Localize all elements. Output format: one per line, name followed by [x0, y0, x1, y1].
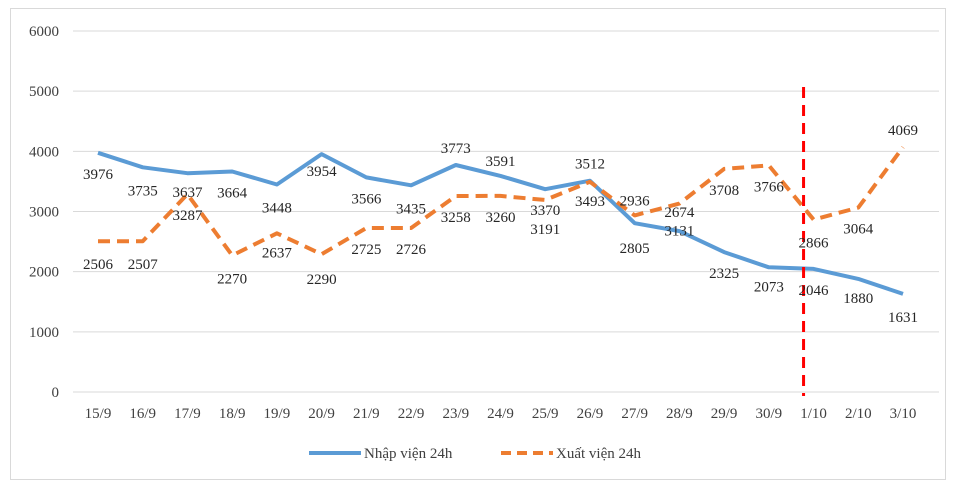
legend-label-xuat-vien: Xuất viện 24h: [556, 446, 641, 462]
data-label-nhap-vien: 3512: [575, 157, 605, 173]
chart-frame: 0 1000 2000 3000 4000 5000 6000 15/9 16/9 17/9 18…: [10, 8, 946, 480]
y-tick-label: 6000: [29, 24, 59, 40]
series-line-nhap-vien: [97, 150, 904, 296]
series-line-xuat-vien: [98, 146, 905, 258]
data-label-xuat-vien: 2506: [83, 257, 114, 273]
data-label-nhap-vien: 1880: [843, 291, 873, 307]
data-label-xuat-vien: 2726: [396, 242, 427, 258]
data-label-nhap-vien: 3735: [128, 183, 158, 199]
data-label-xuat-vien: 3131: [664, 224, 694, 240]
data-label-xuat-vien: 2936: [620, 193, 651, 209]
data-label-nhap-vien: 3448: [262, 201, 292, 217]
x-tick-label: 25/9: [532, 406, 559, 422]
y-tick-label: 5000: [29, 84, 59, 100]
data-label-nhap-vien: 3664: [217, 186, 248, 202]
x-tick-label: 15/9: [85, 406, 112, 422]
data-label-xuat-vien: 3493: [575, 194, 605, 210]
legend: Nhập viện 24h Xuất viện 24h: [309, 446, 641, 462]
x-tick-label: 28/9: [666, 406, 693, 422]
data-label-xuat-vien: 4069: [888, 123, 918, 139]
data-label-nhap-vien: 2073: [754, 279, 784, 295]
x-tick-label: 22/9: [398, 406, 425, 422]
data-label-nhap-vien: 2805: [620, 241, 650, 257]
data-labels: 3976 3735 3637 3664 3448 3954 3566 3435 3773 3591…: [83, 123, 918, 326]
gridlines: [73, 30, 939, 393]
data-label-nhap-vien: 3976: [83, 167, 114, 183]
x-axis-ticks: 15/9 16/9 17/9 18/9 19/9 20/9 21/9 22/9 23/9 24/9…: [85, 406, 917, 422]
y-tick-label: 4000: [29, 144, 59, 160]
x-tick-label: 19/9: [264, 406, 291, 422]
data-label-xuat-vien: 3708: [709, 183, 739, 199]
series-lines: [97, 146, 905, 296]
data-label-xuat-vien: 3064: [843, 222, 874, 238]
data-label-nhap-vien: 3370: [530, 203, 560, 219]
data-label-nhap-vien: 3637: [172, 185, 203, 201]
y-tick-label: 1000: [29, 325, 59, 341]
x-tick-label: 29/9: [711, 406, 738, 422]
data-label-xuat-vien: 2725: [351, 242, 381, 258]
x-tick-label: 27/9: [621, 406, 648, 422]
data-label-xuat-vien: 2507: [128, 257, 159, 273]
x-tick-label: 3/10: [890, 406, 917, 422]
x-tick-label: 23/9: [442, 406, 469, 422]
data-label-xuat-vien: 3287: [172, 208, 203, 224]
data-label-xuat-vien: 3191: [530, 222, 560, 238]
x-tick-label: 17/9: [174, 406, 201, 422]
y-axis-ticks: 0 1000 2000 3000 4000 5000 6000: [29, 24, 59, 401]
data-label-nhap-vien: 2046: [799, 283, 830, 299]
legend-label-nhap-vien: Nhập viện 24h: [364, 446, 453, 462]
data-label-nhap-vien: 3566: [351, 191, 382, 207]
data-label-nhap-vien: 3591: [486, 154, 516, 170]
x-tick-label: 18/9: [219, 406, 246, 422]
data-label-xuat-vien: 2270: [217, 271, 247, 287]
data-label-nhap-vien: 2674: [664, 205, 695, 221]
x-tick-label: 30/9: [755, 406, 782, 422]
x-tick-label: 21/9: [353, 406, 380, 422]
data-label-nhap-vien: 1631: [888, 310, 918, 326]
data-label-xuat-vien: 2866: [799, 236, 830, 252]
data-label-xuat-vien: 3766: [754, 179, 785, 195]
line-chart: 0 1000 2000 3000 4000 5000 6000 15/9 16/9 17/9 18…: [29, 24, 939, 462]
data-label-nhap-vien: 3954: [307, 164, 338, 180]
data-label-xuat-vien: 2637: [262, 245, 293, 261]
x-tick-label: 16/9: [129, 406, 156, 422]
x-tick-label: 20/9: [308, 406, 335, 422]
data-label-nhap-vien: 2325: [709, 266, 739, 282]
x-tick-label: 24/9: [487, 406, 514, 422]
data-label-xuat-vien: 2290: [307, 272, 337, 288]
data-label-xuat-vien: 3258: [441, 210, 471, 226]
y-tick-label: 3000: [29, 205, 59, 221]
data-label-nhap-vien: 3773: [441, 141, 471, 157]
x-tick-label: 26/9: [577, 406, 604, 422]
x-tick-label: 1/10: [800, 406, 827, 422]
y-tick-label: 0: [52, 385, 60, 401]
data-label-xuat-vien: 3260: [486, 210, 516, 226]
x-tick-label: 2/10: [845, 406, 872, 422]
y-tick-label: 2000: [29, 265, 59, 281]
data-label-nhap-vien: 3435: [396, 201, 426, 217]
